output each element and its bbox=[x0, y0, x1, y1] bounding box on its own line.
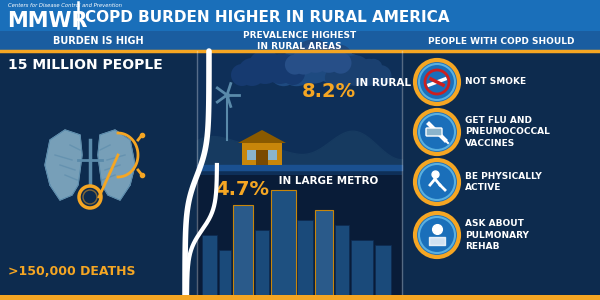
Circle shape bbox=[419, 64, 455, 100]
Circle shape bbox=[370, 65, 392, 87]
FancyBboxPatch shape bbox=[271, 190, 296, 300]
FancyBboxPatch shape bbox=[402, 51, 600, 300]
Text: 8.2%: 8.2% bbox=[302, 82, 356, 101]
Circle shape bbox=[415, 110, 459, 154]
Circle shape bbox=[269, 58, 298, 86]
Circle shape bbox=[325, 46, 343, 64]
Circle shape bbox=[355, 59, 383, 86]
Text: 4.7%: 4.7% bbox=[215, 180, 269, 199]
Polygon shape bbox=[45, 130, 82, 200]
FancyBboxPatch shape bbox=[0, 31, 600, 51]
Circle shape bbox=[285, 55, 305, 75]
Circle shape bbox=[419, 217, 455, 253]
Circle shape bbox=[326, 45, 353, 70]
FancyBboxPatch shape bbox=[0, 0, 600, 31]
Circle shape bbox=[316, 46, 343, 73]
Circle shape bbox=[291, 50, 316, 75]
Text: PREVALENCE HIGHEST
IN RURAL AREAS: PREVALENCE HIGHEST IN RURAL AREAS bbox=[243, 31, 356, 51]
Circle shape bbox=[330, 52, 352, 74]
Circle shape bbox=[238, 58, 266, 86]
FancyBboxPatch shape bbox=[0, 295, 600, 300]
Circle shape bbox=[265, 54, 295, 84]
FancyBboxPatch shape bbox=[297, 220, 313, 300]
FancyBboxPatch shape bbox=[233, 205, 253, 300]
Circle shape bbox=[231, 64, 253, 86]
FancyBboxPatch shape bbox=[267, 150, 277, 160]
Polygon shape bbox=[98, 130, 135, 200]
Circle shape bbox=[415, 160, 459, 204]
Text: Centers for Disease Control and Prevention: Centers for Disease Control and Preventi… bbox=[8, 3, 122, 8]
Text: PEOPLE WITH COPD SHOULD: PEOPLE WITH COPD SHOULD bbox=[428, 37, 574, 46]
FancyBboxPatch shape bbox=[256, 150, 268, 165]
Polygon shape bbox=[238, 130, 286, 143]
Text: ASK ABOUT
PULMONARY
REHAB: ASK ABOUT PULMONARY REHAB bbox=[465, 219, 529, 251]
FancyBboxPatch shape bbox=[351, 240, 373, 300]
Circle shape bbox=[365, 59, 383, 77]
FancyBboxPatch shape bbox=[197, 51, 402, 175]
Circle shape bbox=[415, 213, 459, 257]
Circle shape bbox=[275, 54, 295, 74]
Circle shape bbox=[292, 39, 335, 84]
Text: MMWR: MMWR bbox=[7, 11, 88, 31]
FancyBboxPatch shape bbox=[315, 210, 333, 300]
FancyBboxPatch shape bbox=[426, 128, 442, 136]
Text: NOT SMOKE: NOT SMOKE bbox=[465, 77, 526, 86]
Text: COPD BURDEN HIGHER IN RURAL AMERICA: COPD BURDEN HIGHER IN RURAL AMERICA bbox=[85, 10, 449, 25]
Circle shape bbox=[419, 164, 455, 200]
FancyBboxPatch shape bbox=[255, 230, 269, 300]
Text: 15 MILLION PEOPLE: 15 MILLION PEOPLE bbox=[8, 58, 163, 72]
FancyBboxPatch shape bbox=[375, 245, 391, 300]
Circle shape bbox=[340, 55, 371, 86]
Text: IN RURAL: IN RURAL bbox=[352, 78, 411, 88]
Text: BE PHYSICALLY
ACTIVE: BE PHYSICALLY ACTIVE bbox=[465, 172, 542, 192]
FancyBboxPatch shape bbox=[197, 175, 402, 300]
FancyBboxPatch shape bbox=[219, 250, 231, 300]
Circle shape bbox=[314, 45, 353, 84]
FancyBboxPatch shape bbox=[242, 143, 282, 165]
FancyBboxPatch shape bbox=[0, 51, 197, 300]
Circle shape bbox=[334, 54, 365, 85]
Circle shape bbox=[325, 68, 344, 88]
Text: IN LARGE METRO: IN LARGE METRO bbox=[275, 176, 378, 186]
Text: GET FLU AND
PNEUMOCOCCAL
VACCINES: GET FLU AND PNEUMOCOCCAL VACCINES bbox=[465, 116, 550, 148]
Circle shape bbox=[278, 50, 315, 86]
Circle shape bbox=[248, 50, 282, 84]
Circle shape bbox=[300, 42, 331, 73]
FancyBboxPatch shape bbox=[247, 150, 257, 160]
FancyBboxPatch shape bbox=[202, 235, 217, 300]
FancyBboxPatch shape bbox=[335, 225, 349, 300]
Text: >150,000 DEATHS: >150,000 DEATHS bbox=[8, 265, 136, 278]
Circle shape bbox=[415, 60, 459, 104]
Circle shape bbox=[281, 61, 305, 85]
Circle shape bbox=[419, 114, 455, 150]
Text: BURDEN IS HIGH: BURDEN IS HIGH bbox=[53, 36, 144, 46]
Circle shape bbox=[331, 62, 356, 88]
